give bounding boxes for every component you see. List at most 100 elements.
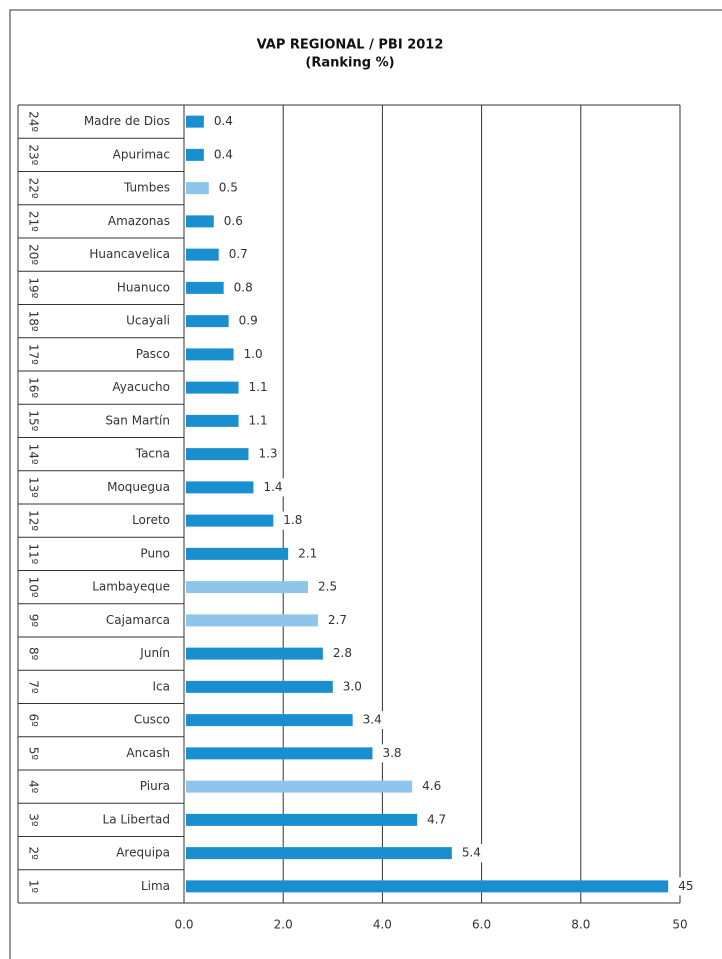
rank-label: 24º (27, 111, 41, 132)
value-label: 0.8 (234, 280, 253, 294)
value-label: 0.9 (239, 314, 258, 328)
rank-label: 21º (27, 211, 41, 232)
bar (186, 547, 289, 560)
value-label: 2.1 (298, 546, 317, 560)
value-label-bg (421, 810, 452, 829)
value-label-bg (212, 179, 243, 198)
bar (186, 581, 308, 594)
bar (186, 813, 418, 826)
value-label-bg (207, 145, 238, 164)
value-label: 1.3 (258, 447, 277, 461)
x-tick-label: 0.0 (174, 918, 193, 932)
y-tick-label: Pasco (136, 347, 170, 361)
value-label: 3.8 (382, 746, 401, 760)
rank-label: 19º (27, 277, 41, 298)
x-tick-label: 6.0 (472, 918, 491, 932)
chart-title: VAP REGIONAL / PBI 2012 (257, 38, 444, 53)
rank-label: 11º (27, 543, 41, 564)
value-label: 0.4 (214, 147, 233, 161)
value-label: 1.1 (249, 413, 268, 427)
y-tick-label: Huanuco (117, 280, 170, 294)
value-label-bg (326, 644, 357, 663)
bar (186, 680, 333, 693)
rank-label: 2º (27, 846, 41, 860)
rank-label: 15º (27, 410, 41, 431)
y-tick-label: Lima (141, 879, 170, 893)
y-tick-label: Tacna (135, 447, 170, 461)
rank-label: 9º (27, 614, 41, 628)
y-tick-label: Cusco (134, 713, 170, 727)
value-label: 1.8 (283, 513, 302, 527)
rank-label: 23º (27, 144, 41, 165)
rank-label: 8º (27, 647, 41, 661)
bar (186, 714, 353, 727)
y-tick-label: Amazonas (108, 214, 170, 228)
value-label-bg (257, 478, 288, 497)
value-label: 0.6 (224, 214, 243, 228)
value-label-bg (237, 345, 268, 364)
rank-label: 13º (27, 477, 41, 498)
rank-label: 5º (27, 747, 41, 761)
value-label: 0.4 (214, 114, 233, 128)
y-tick-label: San Martín (105, 413, 170, 427)
y-tick-label: Lambayeque (92, 580, 170, 594)
y-tick-label: La Libertad (103, 812, 170, 826)
rank-label: 17º (27, 344, 41, 365)
x-tick-label: 8.0 (571, 918, 590, 932)
bar (186, 148, 204, 161)
value-label: 1.4 (263, 480, 282, 494)
value-label-bg (292, 544, 323, 563)
y-tick-label: Moquegua (107, 480, 170, 494)
rank-label: 12º (27, 510, 41, 531)
chart-subtitle: (Ranking %) (305, 56, 394, 71)
value-label-bg (232, 312, 263, 331)
rank-label: 10º (27, 577, 41, 598)
value-label-bg (312, 578, 342, 597)
value-label: 3.0 (343, 679, 362, 693)
y-tick-label: Tumbes (123, 181, 170, 195)
y-tick-label: Loreto (132, 513, 170, 527)
value-label: 0.7 (229, 247, 248, 261)
x-tick-label: 2.0 (274, 918, 293, 932)
rank-label: 20º (27, 244, 41, 265)
y-tick-label: Junín (139, 646, 170, 660)
value-label-bg (242, 411, 273, 430)
bar (186, 880, 669, 893)
y-tick-label: Huancavelica (89, 247, 170, 261)
bar (186, 647, 323, 660)
bar (186, 780, 413, 793)
rank-label: 6º (27, 713, 41, 727)
bar (186, 514, 274, 527)
value-label: 1.1 (249, 380, 268, 394)
value-label-bg (242, 378, 273, 397)
bar (186, 847, 452, 860)
bar (186, 381, 239, 394)
rank-label: 16º (27, 377, 41, 398)
bar (186, 182, 209, 195)
value-label: 4.6 (422, 779, 441, 793)
value-label-bg (222, 245, 253, 264)
y-tick-label: Madre de Dios (84, 114, 170, 128)
rank-label: 4º (27, 780, 41, 794)
value-label: 5.4 (462, 846, 481, 860)
value-label-bg (227, 278, 258, 297)
y-tick-label: Cajamarca (106, 613, 170, 627)
bar (186, 481, 254, 494)
value-label-bg (217, 212, 248, 231)
y-tick-label: Arequipa (116, 846, 170, 860)
rank-label: 18º (27, 311, 41, 332)
value-label: 4.7 (427, 812, 446, 826)
bar (186, 248, 219, 261)
value-label: 45 (678, 879, 693, 893)
bar (186, 614, 318, 627)
value-label-bg (277, 511, 308, 530)
bar (186, 448, 249, 461)
value-label-bg (376, 744, 407, 763)
value-label: 3.4 (363, 713, 382, 727)
value-label-bg (252, 445, 283, 464)
bar (186, 281, 224, 294)
bar (186, 315, 229, 328)
bar (186, 115, 204, 128)
value-label: 0.5 (219, 181, 238, 195)
